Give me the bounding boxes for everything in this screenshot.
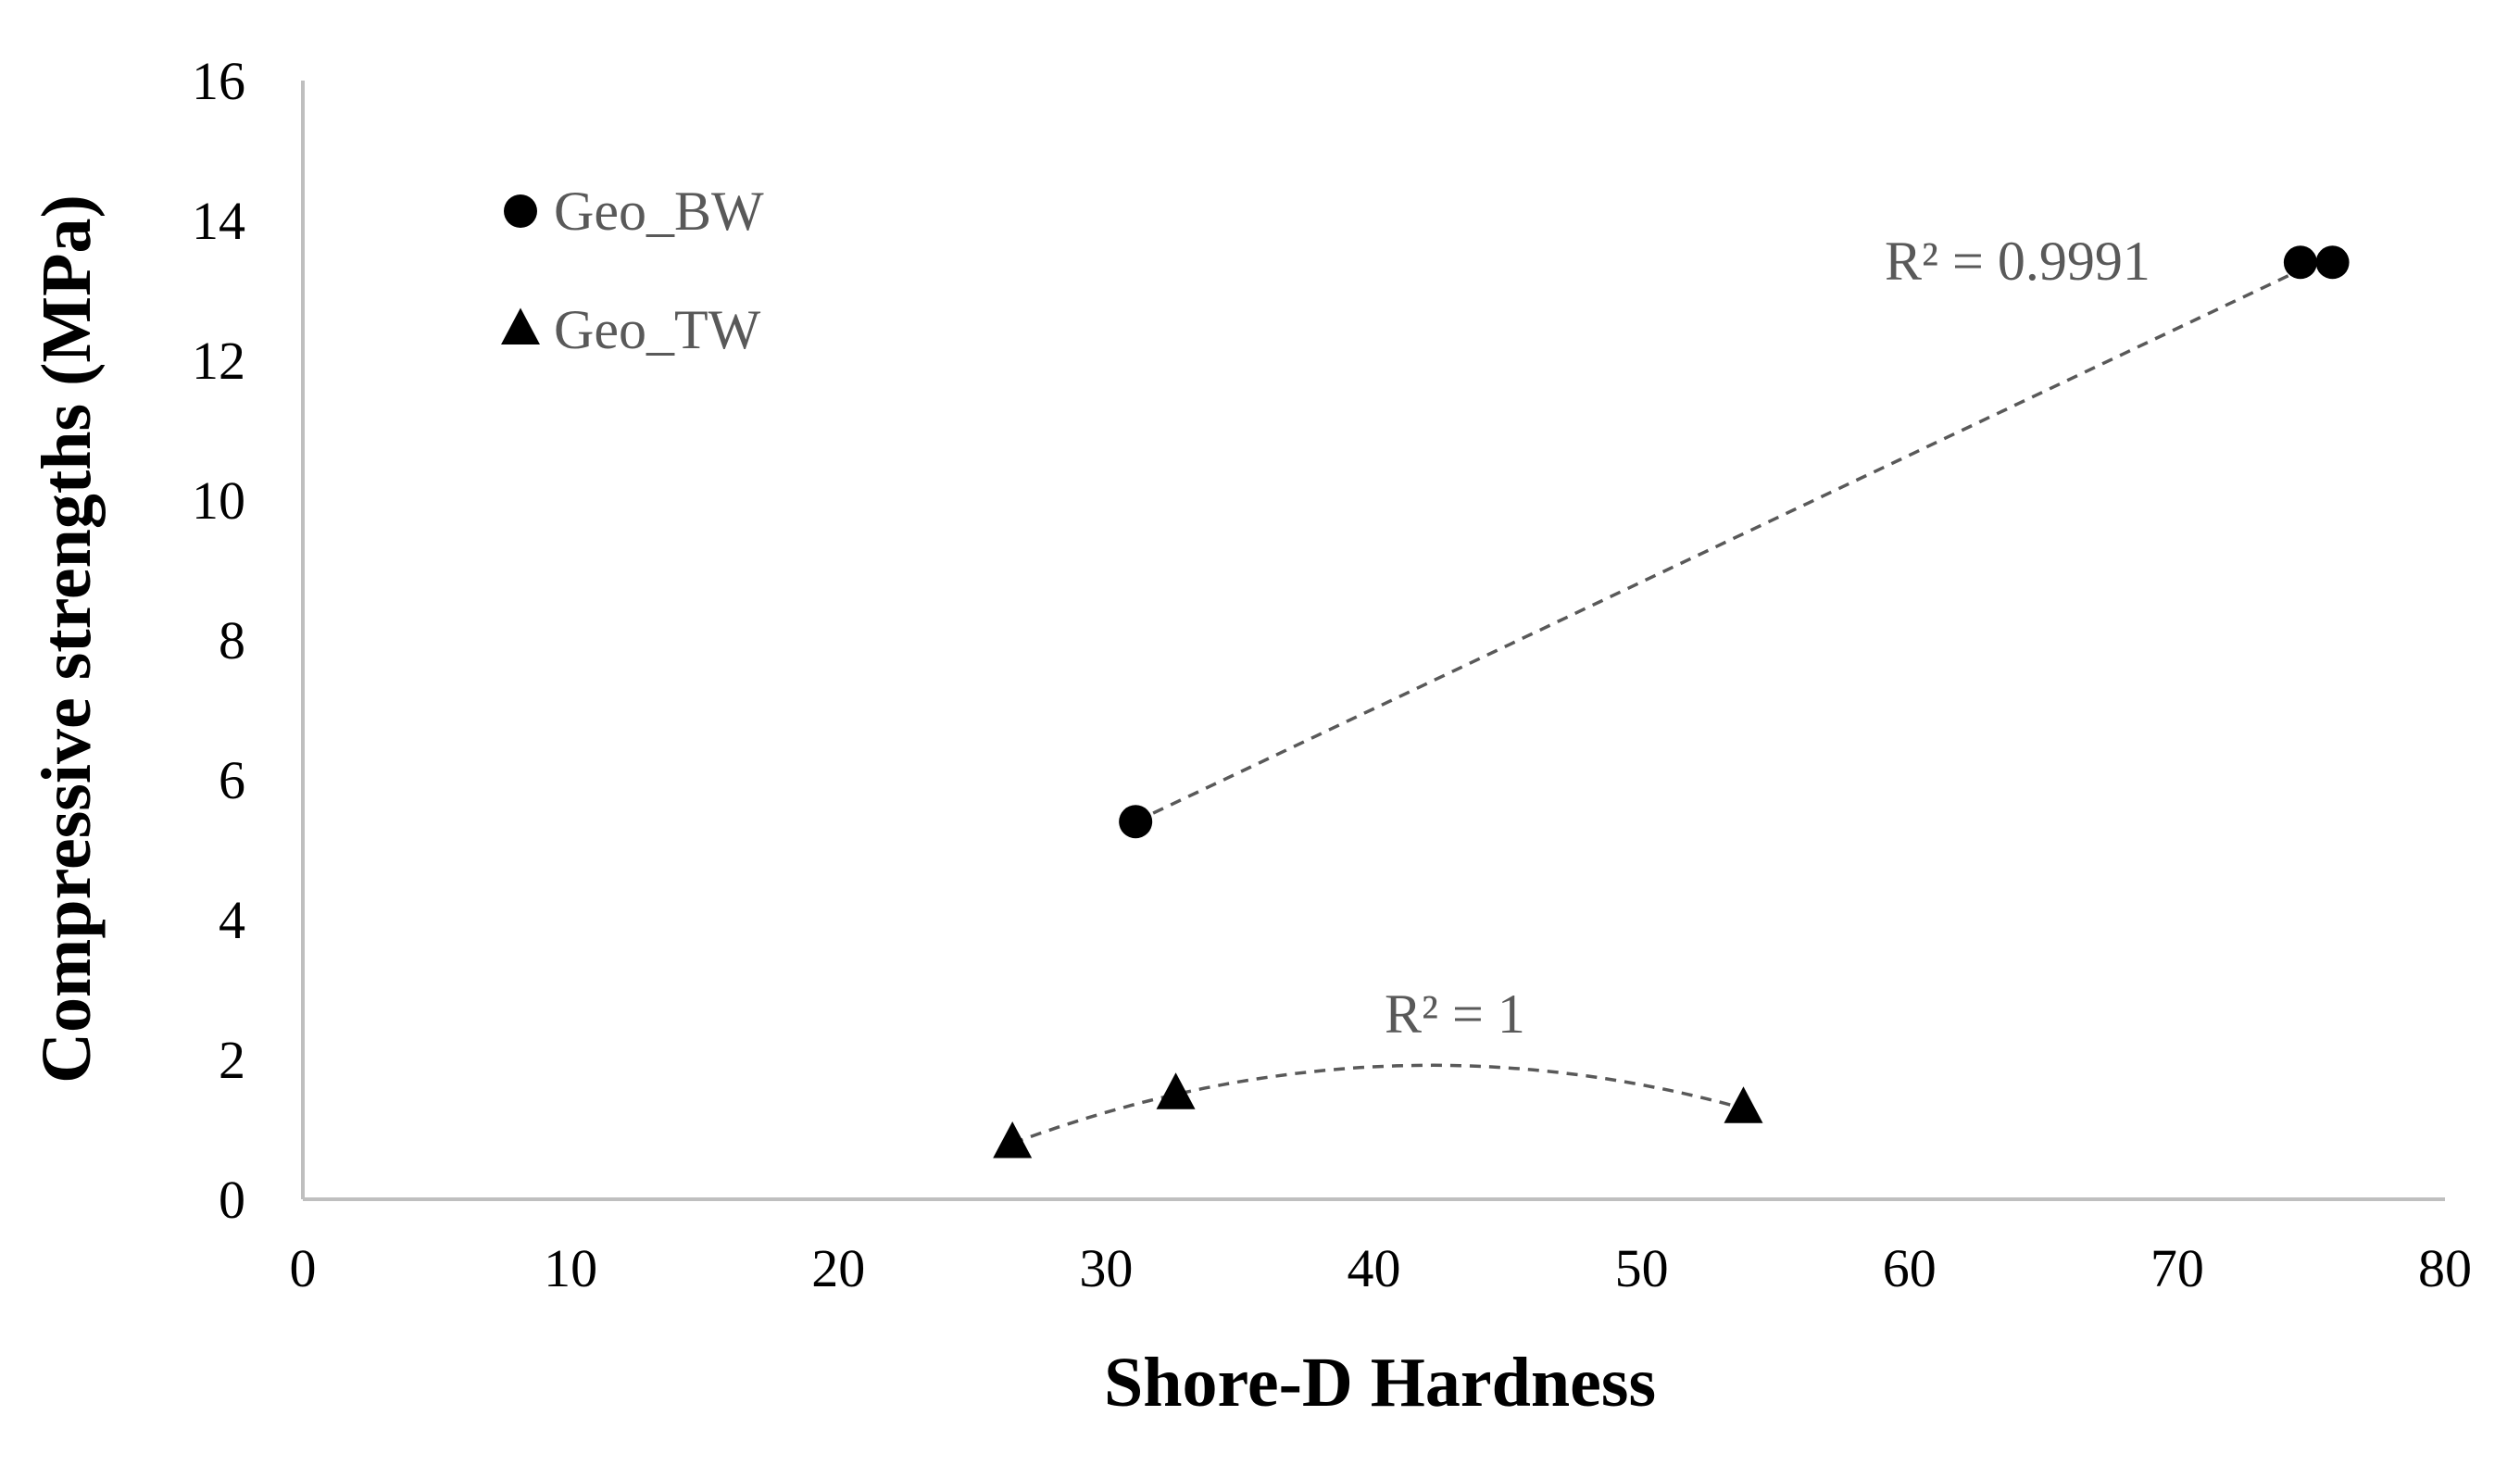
x-tick-label: 60 [1883, 1238, 1937, 1298]
x-tick-label: 20 [811, 1238, 865, 1298]
data-point-geo-bw [2315, 245, 2350, 280]
y-tick-label: 8 [219, 610, 245, 670]
x-tick-label: 50 [1615, 1238, 1669, 1298]
x-axis-title: Shore-D Hardness [1104, 1344, 1656, 1422]
y-axis-title: Compressive strengths (MPa) [28, 194, 106, 1083]
x-tick-label: 80 [2418, 1238, 2472, 1298]
trendline-geo-tw [1011, 1063, 1744, 1146]
y-tick-label: 0 [219, 1170, 245, 1230]
y-tick-label: 4 [219, 890, 245, 950]
data-point-geo-bw [2283, 245, 2317, 280]
r-squared-label: R² = 1 [1385, 983, 1525, 1045]
data-point-geo-bw [1119, 805, 1153, 839]
legend: Geo_BW Geo_TW [501, 181, 764, 360]
r-squared-labels: R² = 0.9991 R² = 1 [1385, 231, 2150, 1045]
data-point-geo-tw [993, 1121, 1033, 1159]
data-point-geo-tw [1156, 1072, 1196, 1109]
axes [301, 81, 2445, 1201]
data-point-geo-tw [1724, 1086, 1763, 1123]
x-tick-label: 70 [2150, 1238, 2204, 1298]
x-tick-labels: 0 10 20 30 40 50 60 70 80 [290, 1238, 2473, 1298]
data-points [993, 245, 2350, 1159]
legend-label: Geo_BW [554, 181, 764, 242]
legend-label: Geo_TW [554, 299, 761, 360]
legend-marker-triangle [501, 307, 540, 344]
x-tick-label: 10 [544, 1238, 597, 1298]
y-tick-label: 14 [192, 191, 245, 251]
y-tick-label: 2 [219, 1030, 245, 1090]
r-squared-label: R² = 0.9991 [1885, 231, 2150, 292]
y-tick-label: 12 [192, 331, 245, 391]
trendline-geo-bw [1135, 253, 2334, 823]
x-tick-label: 30 [1079, 1238, 1133, 1298]
y-tick-label: 16 [192, 51, 245, 111]
x-tick-label: 40 [1348, 1238, 1401, 1298]
x-tick-label: 0 [290, 1238, 317, 1298]
legend-marker-circle [504, 194, 537, 228]
trendlines [1011, 253, 2334, 1146]
y-tick-labels: 0 2 4 6 8 10 12 14 16 [192, 51, 245, 1230]
y-tick-label: 6 [219, 750, 245, 810]
y-tick-label: 10 [192, 470, 245, 531]
